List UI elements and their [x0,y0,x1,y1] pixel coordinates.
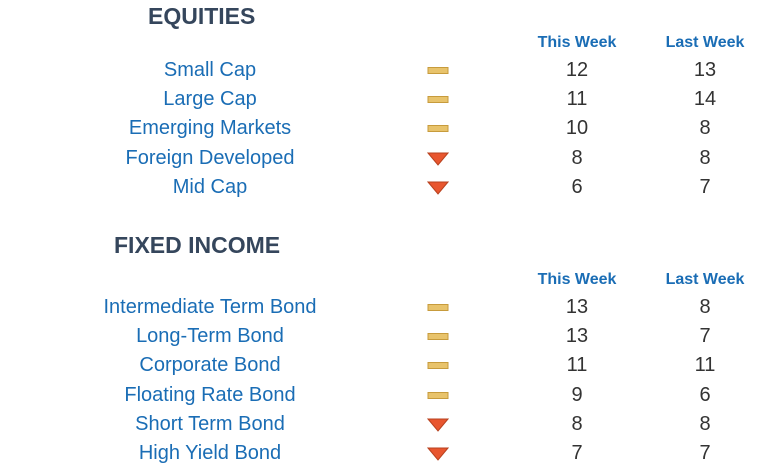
last-week-value: 14 [693,88,717,111]
last-week-value: 7 [699,175,711,198]
table-row: Floating Rate Bond 9 6 [0,381,770,410]
fixed-income-header-last-week: Last Week [665,271,745,288]
last-week-value: 8 [699,146,711,169]
neutral-dash-icon [427,67,449,74]
row-label: Corporate Bond [139,354,281,377]
table-row: Intermediate Term Bond 13 8 [0,293,770,322]
neutral-dash-icon [427,362,449,370]
table-row: Emerging Markets 10 8 [0,114,770,143]
last-week-value: 11 [694,354,716,377]
row-label: High Yield Bond [138,442,282,464]
table-row: Mid Cap 6 7 [0,173,770,202]
row-label: Mid Cap [172,175,248,198]
row-label: Large Cap [163,88,257,111]
this-week-value: 8 [571,412,583,435]
last-week-value: 7 [699,325,711,348]
last-week-value: 6 [699,383,711,406]
this-week-value: 8 [571,146,583,169]
neutral-dash-icon [427,304,449,311]
fixed-income-title: FIXED INCOME [114,232,281,258]
this-week-value: 11 [566,88,588,111]
last-week-value: 8 [699,117,711,140]
row-label: Short Term Bond [135,412,285,435]
table-row: Long-Term Bond 13 7 [0,322,770,351]
this-week-value: 13 [565,296,589,318]
table-row: Small Cap 12 13 [0,56,770,85]
table-row: Large Cap 11 14 [0,85,770,114]
neutral-dash-icon [427,333,449,341]
table-row: Short Term Bond 8 8 [0,410,770,439]
table-row: Foreign Developed 8 8 [0,144,770,173]
this-week-value: 13 [565,325,589,348]
row-label: Intermediate Term Bond [103,296,317,318]
down-arrow-icon [427,447,449,461]
last-week-value: 7 [699,442,711,464]
this-week-value: 11 [566,354,588,377]
row-label: Small Cap [163,59,257,81]
down-arrow-icon [427,181,449,195]
last-week-value: 8 [699,296,711,318]
this-week-value: 10 [565,117,589,140]
down-arrow-icon [427,418,449,432]
equities-title: EQUITIES [148,3,256,29]
neutral-dash-icon [427,391,449,399]
table-row: High Yield Bond 7 7 [0,439,770,468]
row-label: Emerging Markets [128,117,292,140]
this-week-value: 12 [565,59,589,81]
equities-header-last-week: Last Week [665,34,745,51]
row-label: Floating Rate Bond [124,383,296,406]
neutral-dash-icon [427,125,449,133]
last-week-value: 8 [699,412,711,435]
neutral-dash-icon [427,96,449,104]
equities-header-this-week: This Week [537,34,617,51]
table-row: Corporate Bond 11 11 [0,351,770,380]
down-arrow-icon [427,152,449,166]
fixed-income-header-this-week: This Week [537,271,617,288]
row-label: Long-Term Bond [136,325,284,348]
last-week-value: 13 [693,59,717,81]
this-week-value: 6 [571,175,583,198]
this-week-value: 9 [571,383,583,406]
this-week-value: 7 [571,442,583,464]
row-label: Foreign Developed [125,146,295,169]
